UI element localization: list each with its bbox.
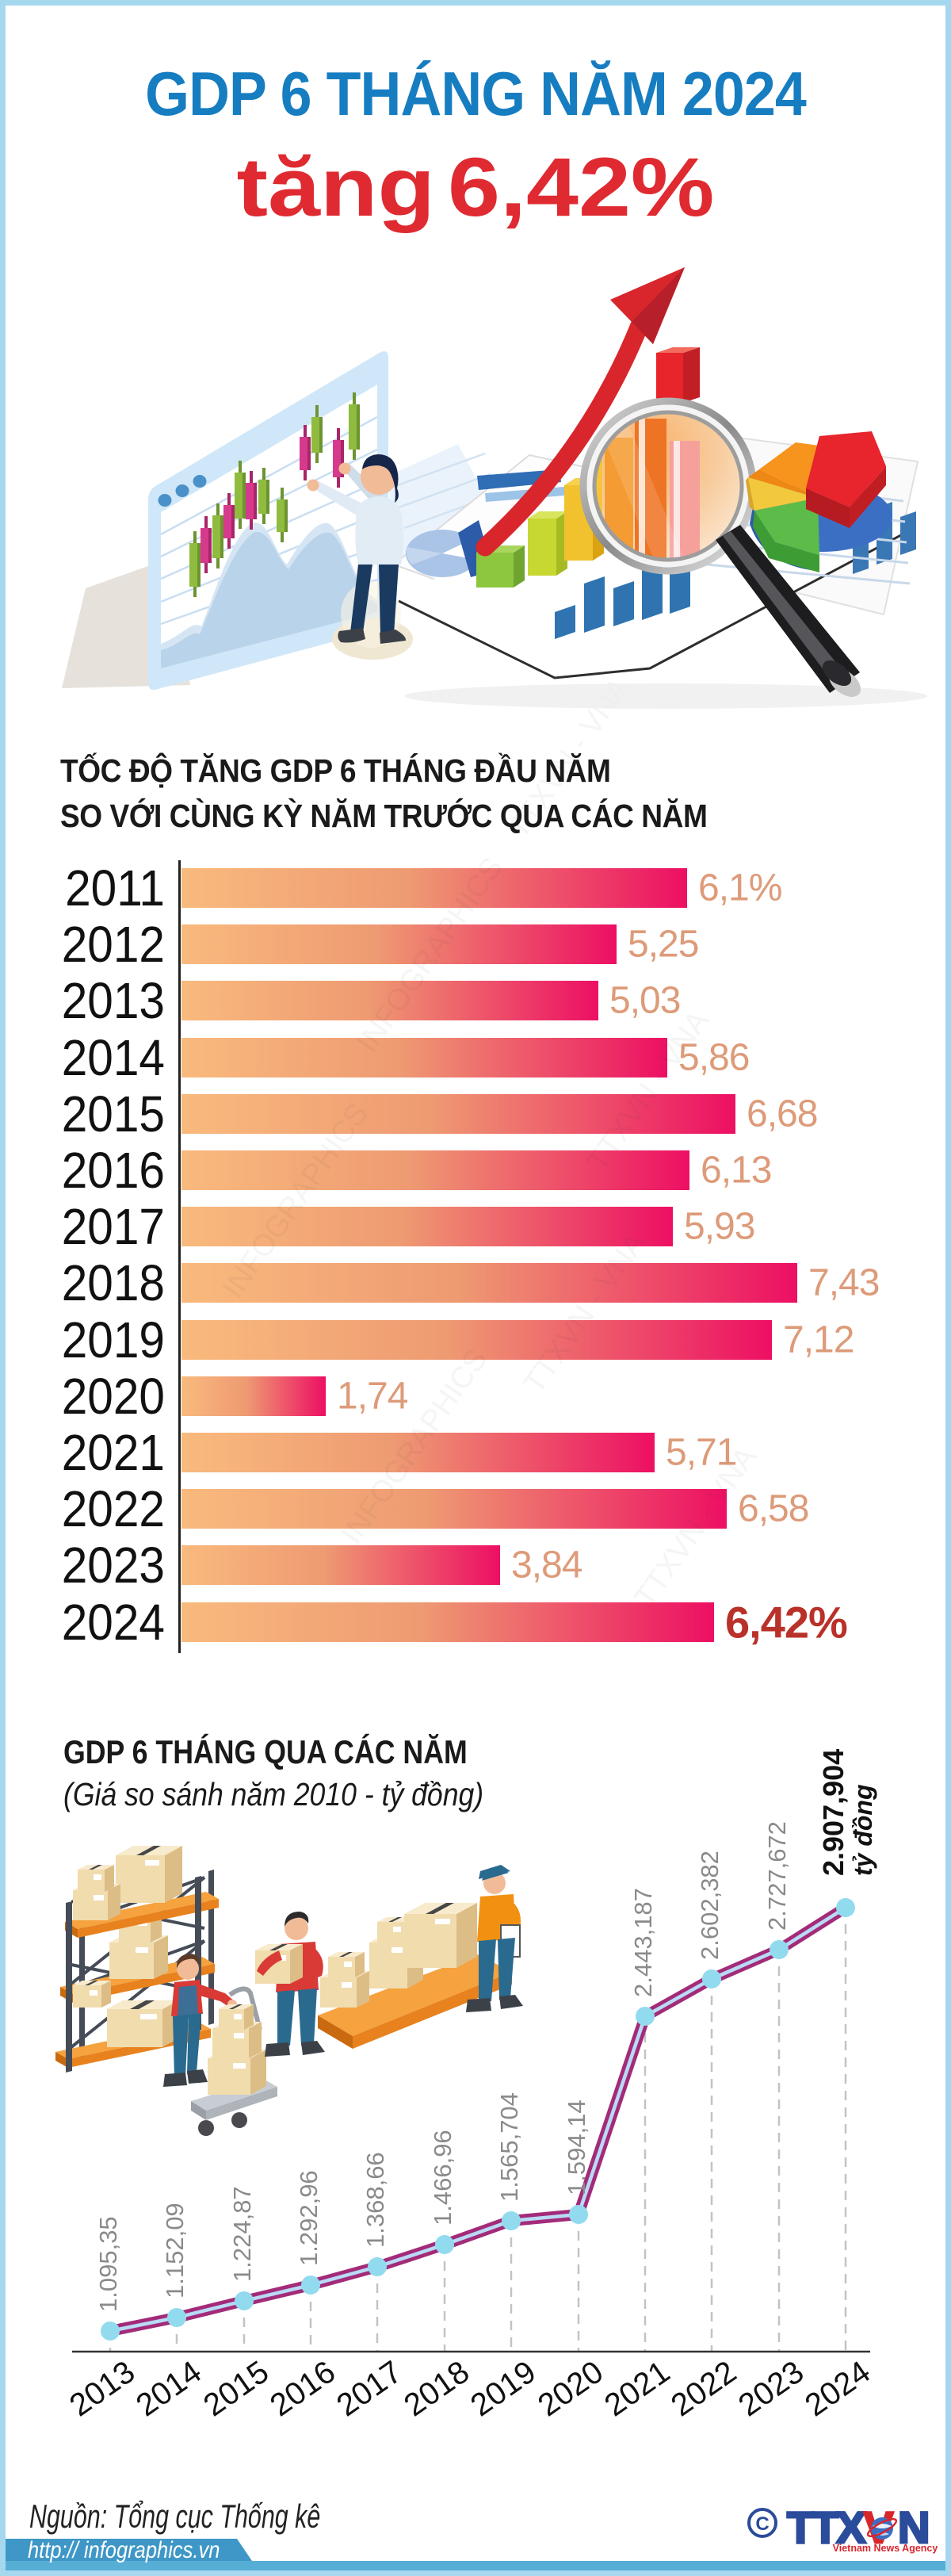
- svg-text:2015: 2015: [197, 2354, 275, 2423]
- svg-text:2018: 2018: [398, 2354, 476, 2423]
- svg-text:2017: 2017: [330, 2354, 408, 2423]
- svg-text:TTX: TTX: [787, 2502, 865, 2552]
- svg-text:1.152,09: 1.152,09: [161, 2203, 189, 2298]
- svg-text:2014: 2014: [130, 2354, 208, 2423]
- svg-text:2022: 2022: [665, 2354, 743, 2423]
- svg-text:1.466,96: 1.466,96: [429, 2130, 456, 2226]
- svg-text:INFOGRAPHICS: INFOGRAPHICS: [335, 1343, 494, 1550]
- svg-text:INFOGRAPHICS: INFOGRAPHICS: [216, 1097, 375, 1304]
- svg-text:2020: 2020: [532, 2354, 609, 2423]
- svg-text:1.368,66: 1.368,66: [361, 2152, 389, 2248]
- svg-text:Vietnam News Agency: Vietnam News Agency: [833, 2543, 938, 2554]
- svg-text:2019: 2019: [464, 2354, 542, 2423]
- svg-text:C: C: [755, 2513, 769, 2535]
- svg-text:TTXVN - VNA: TTXVN - VNA: [581, 1005, 716, 1177]
- svg-text:2.602,382: 2.602,382: [696, 1851, 724, 1960]
- svg-text:2023: 2023: [732, 2354, 810, 2423]
- svg-text:1.292,96: 1.292,96: [295, 2170, 323, 2266]
- svg-text:2021: 2021: [598, 2354, 676, 2423]
- svg-text:2024: 2024: [799, 2354, 877, 2423]
- svg-text:2.727,672: 2.727,672: [763, 1821, 791, 1931]
- svg-text:N: N: [898, 2502, 930, 2552]
- svg-text:2016: 2016: [264, 2354, 342, 2423]
- svg-text:1.224,87: 1.224,87: [228, 2186, 256, 2282]
- svg-text:1.565,704: 1.565,704: [495, 2092, 523, 2202]
- svg-text:TTXVN - VNA: TTXVN - VNA: [518, 1227, 652, 1399]
- svg-text:1.594,14: 1.594,14: [563, 2099, 590, 2195]
- svg-text:INFOGRAPHICS: INFOGRAPHICS: [351, 852, 510, 1058]
- svg-text:1.095,35: 1.095,35: [94, 2216, 122, 2312]
- svg-text:2.907,904: 2.907,904: [817, 1749, 850, 1876]
- svg-text:TTXVN - VNA: TTXVN - VNA: [628, 1441, 763, 1613]
- svg-text:2.443,187: 2.443,187: [629, 1888, 657, 1997]
- svg-text:2013: 2013: [63, 2354, 141, 2423]
- svg-text:tỷ đồng: tỷ đồng: [849, 1784, 877, 1876]
